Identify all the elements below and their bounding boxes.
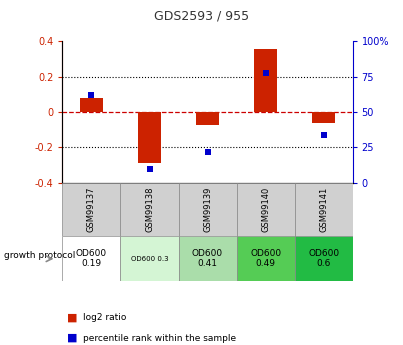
Bar bbox=[138, 112, 161, 164]
Bar bbox=[120, 183, 179, 236]
Bar bbox=[179, 236, 237, 281]
Text: growth protocol: growth protocol bbox=[4, 251, 75, 260]
Text: GSM99140: GSM99140 bbox=[261, 187, 270, 232]
Text: log2 ratio: log2 ratio bbox=[83, 313, 126, 322]
Text: ■: ■ bbox=[66, 333, 77, 343]
Bar bbox=[237, 236, 295, 281]
Bar bbox=[120, 236, 179, 281]
Text: OD600
0.41: OD600 0.41 bbox=[192, 249, 223, 268]
Text: percentile rank within the sample: percentile rank within the sample bbox=[83, 334, 236, 343]
Bar bbox=[179, 183, 237, 236]
Bar bbox=[62, 183, 120, 236]
Text: OD600
0.49: OD600 0.49 bbox=[250, 249, 281, 268]
Bar bbox=[62, 236, 120, 281]
Bar bbox=[312, 112, 335, 123]
Text: OD600
0.6: OD600 0.6 bbox=[308, 249, 339, 268]
Text: GSM99141: GSM99141 bbox=[319, 187, 328, 232]
Bar bbox=[295, 236, 353, 281]
Text: GSM99137: GSM99137 bbox=[87, 187, 96, 232]
Bar bbox=[80, 98, 103, 112]
Bar bbox=[295, 183, 353, 236]
Text: GSM99138: GSM99138 bbox=[145, 187, 154, 232]
Bar bbox=[254, 49, 277, 112]
Bar bbox=[237, 183, 295, 236]
Text: GSM99139: GSM99139 bbox=[203, 187, 212, 232]
Text: OD600
0.19: OD600 0.19 bbox=[76, 249, 107, 268]
Text: GDS2593 / 955: GDS2593 / 955 bbox=[154, 9, 249, 22]
Text: ■: ■ bbox=[66, 313, 77, 322]
Text: OD600 0.3: OD600 0.3 bbox=[131, 256, 168, 262]
Bar bbox=[196, 112, 219, 125]
